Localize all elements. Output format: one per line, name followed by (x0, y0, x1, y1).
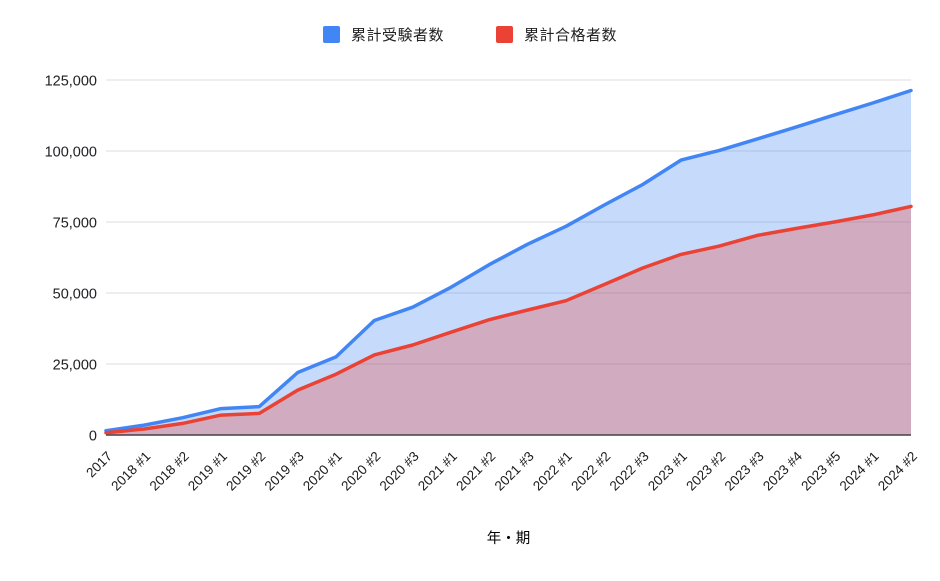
x-tick-label: 2020 #3 (377, 449, 422, 494)
x-tick-label: 2021 #3 (492, 449, 537, 494)
y-tick-label: 125,000 (45, 74, 97, 90)
x-tick-label: 2019 #1 (185, 449, 230, 494)
passers-area-fill[interactable] (106, 206, 911, 435)
y-tick-label: 75,000 (53, 216, 97, 232)
x-tick-label: 2020 #1 (300, 449, 345, 494)
x-tick-label: 2024 #1 (837, 449, 882, 494)
x-tick-label: 2019 #3 (262, 449, 307, 494)
x-tick-label: 2018 #2 (147, 449, 192, 494)
legend-label-passers: 累計合格者数 (524, 27, 618, 44)
chart-legend: 累計受験者数 累計合格者数 (0, 24, 940, 45)
x-tick-label: 2017 (83, 449, 115, 481)
y-tick-label: 50,000 (53, 287, 97, 303)
examinees-series-swatch-icon (322, 26, 340, 43)
x-tick-label: 2021 #1 (415, 449, 460, 494)
x-tick-label: 2023 #4 (760, 448, 805, 493)
x-tick-label: 2022 #3 (607, 449, 652, 494)
x-tick-label: 2020 #2 (338, 449, 383, 494)
x-tick-label: 2022 #2 (568, 449, 613, 494)
x-tick-label: 2018 #1 (108, 449, 153, 494)
legend-item-examinees[interactable]: 累計受験者数 (322, 24, 444, 45)
x-tick-label: 2024 #2 (875, 449, 920, 494)
x-tick-label: 2022 #1 (530, 449, 575, 494)
y-tick-label: 0 (89, 429, 97, 445)
examinees-area-fill[interactable] (106, 90, 911, 436)
legend-item-passers[interactable]: 累計合格者数 (496, 24, 617, 45)
passers-series-swatch-icon (496, 26, 513, 43)
y-tick-label: 25,000 (53, 358, 97, 374)
legend-label-examinees: 累計受験者数 (350, 27, 444, 44)
passers-series-line[interactable] (104, 204, 913, 435)
x-tick-label: 2023 #5 (798, 449, 843, 494)
examinees-series-line[interactable] (104, 88, 913, 433)
y-tick-label: 100,000 (45, 145, 97, 161)
x-tick-label: 2023 #2 (683, 449, 728, 494)
x-tick-label: 2023 #1 (645, 449, 690, 494)
x-tick-label: 2023 #3 (722, 449, 767, 494)
x-axis-title: 年・期 (487, 530, 531, 547)
x-tick-label: 2021 #2 (453, 449, 498, 494)
x-tick-label: 2019 #2 (223, 449, 268, 494)
